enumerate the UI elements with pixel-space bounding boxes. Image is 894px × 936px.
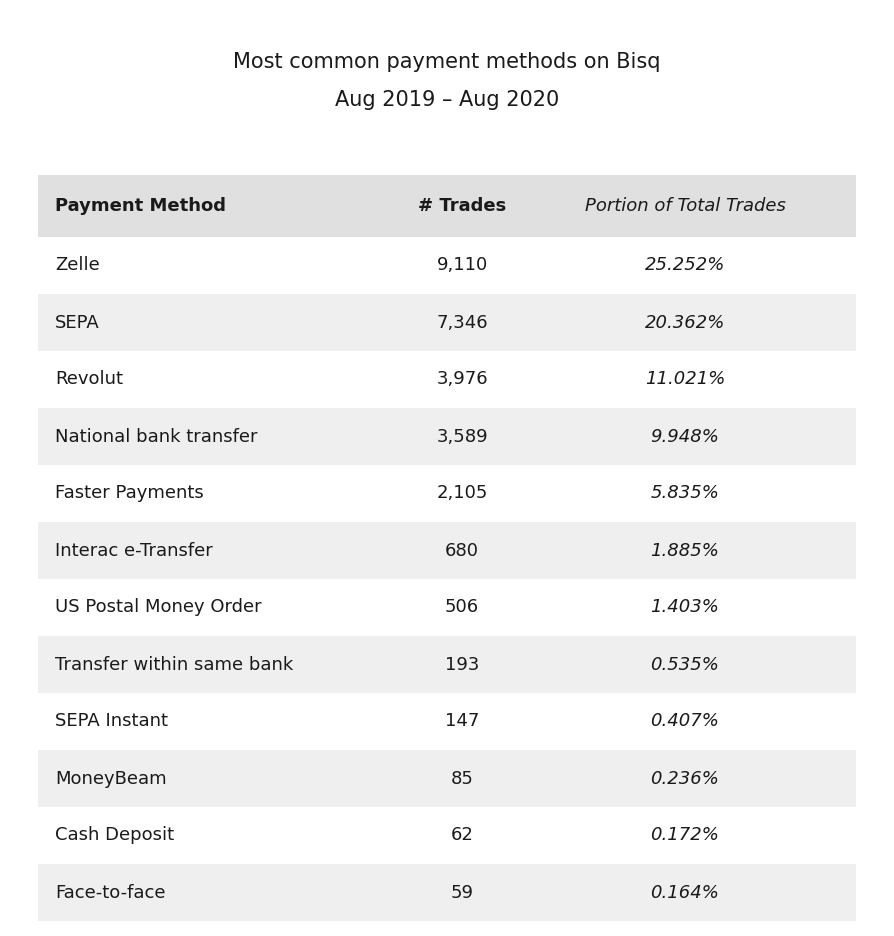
Text: 0.236%: 0.236% [651, 769, 720, 787]
Bar [38, 807, 856, 864]
Text: Most common payment methods on Bisq: Most common payment methods on Bisq [233, 52, 661, 72]
Bar [38, 408, 856, 465]
Text: 680: 680 [445, 542, 479, 560]
Bar [38, 636, 856, 693]
Text: 1.885%: 1.885% [651, 542, 720, 560]
Bar [38, 750, 856, 807]
Bar [38, 294, 856, 351]
Text: 3,976: 3,976 [436, 371, 488, 388]
Text: Revolut: Revolut [55, 371, 123, 388]
Bar [38, 864, 856, 921]
Text: 0.407%: 0.407% [651, 712, 720, 730]
Bar [38, 693, 856, 750]
Text: Portion of Total Trades: Portion of Total Trades [585, 197, 786, 215]
Text: 193: 193 [445, 655, 479, 674]
Text: 9,110: 9,110 [436, 256, 487, 274]
Text: 9.948%: 9.948% [651, 428, 720, 446]
Bar [38, 175, 856, 237]
Bar [38, 351, 856, 408]
Text: Payment Method: Payment Method [55, 197, 226, 215]
Text: 25.252%: 25.252% [645, 256, 725, 274]
Text: 0.164%: 0.164% [651, 884, 720, 901]
Text: 62: 62 [451, 826, 474, 844]
Text: SEPA: SEPA [55, 314, 100, 331]
Bar [38, 522, 856, 579]
Text: 20.362%: 20.362% [645, 314, 725, 331]
Text: US Postal Money Order: US Postal Money Order [55, 598, 262, 617]
Text: 59: 59 [451, 884, 474, 901]
Text: 2,105: 2,105 [436, 485, 488, 503]
Text: 5.835%: 5.835% [651, 485, 720, 503]
Text: 0.172%: 0.172% [651, 826, 720, 844]
Text: Cash Deposit: Cash Deposit [55, 826, 174, 844]
Text: 506: 506 [445, 598, 479, 617]
Text: 147: 147 [445, 712, 479, 730]
Text: 0.535%: 0.535% [651, 655, 720, 674]
Text: 7,346: 7,346 [436, 314, 488, 331]
Text: National bank transfer: National bank transfer [55, 428, 257, 446]
Bar [38, 465, 856, 522]
Text: Interac e-Transfer: Interac e-Transfer [55, 542, 213, 560]
Bar [38, 579, 856, 636]
Text: SEPA Instant: SEPA Instant [55, 712, 168, 730]
Text: Faster Payments: Faster Payments [55, 485, 204, 503]
Bar [38, 237, 856, 294]
Text: MoneyBeam: MoneyBeam [55, 769, 166, 787]
Text: Aug 2019 – Aug 2020: Aug 2019 – Aug 2020 [335, 90, 559, 110]
Text: Transfer within same bank: Transfer within same bank [55, 655, 293, 674]
Text: Face-to-face: Face-to-face [55, 884, 165, 901]
Text: 3,589: 3,589 [436, 428, 488, 446]
Text: 1.403%: 1.403% [651, 598, 720, 617]
Text: 85: 85 [451, 769, 474, 787]
Text: # Trades: # Trades [417, 197, 506, 215]
Text: Zelle: Zelle [55, 256, 100, 274]
Text: 11.021%: 11.021% [645, 371, 725, 388]
